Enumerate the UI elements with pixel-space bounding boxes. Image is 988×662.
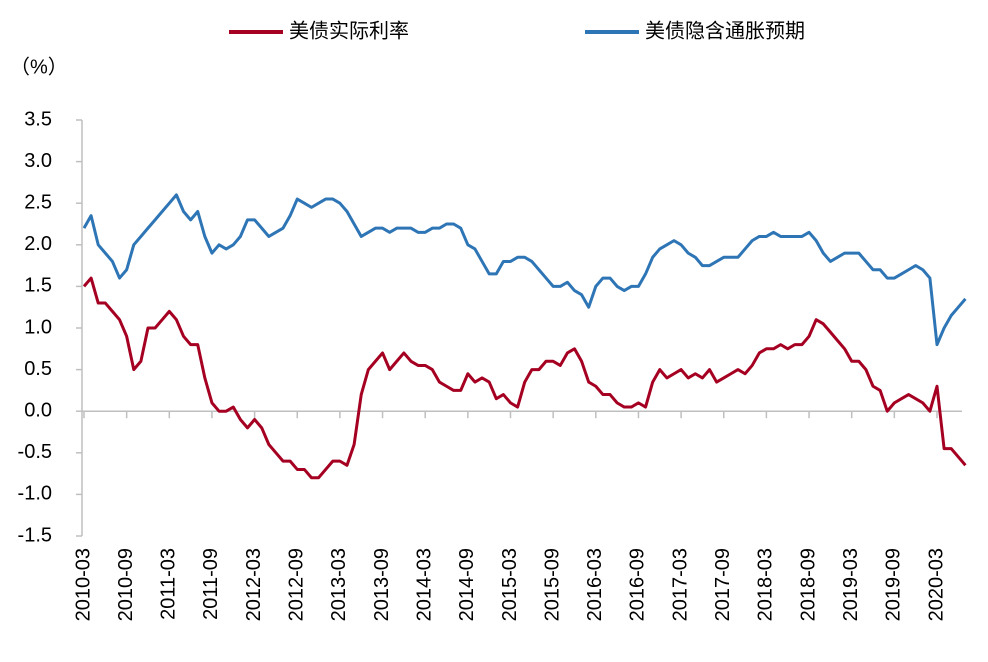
- x-tick-label: 2018-03: [755, 548, 777, 621]
- y-tick-label: -0.5: [18, 441, 52, 463]
- x-tick-label: 2013-09: [371, 548, 393, 621]
- y-tick-label: 1.0: [24, 316, 52, 338]
- legend-label: 美债隐含通胀预期: [645, 19, 805, 42]
- y-tick-label: -1.5: [18, 524, 52, 546]
- x-tick-label: 2011-09: [200, 548, 222, 620]
- x-tick-label: 2018-09: [797, 548, 819, 621]
- x-tick-label: 2012-09: [286, 548, 308, 621]
- x-tick-label: 2011-03: [158, 548, 180, 620]
- y-tick-label: 0.0: [24, 399, 52, 421]
- x-tick-label: 2016-03: [584, 548, 606, 621]
- line-series: [82, 276, 967, 480]
- y-tick-label: 3.0: [24, 150, 52, 172]
- line-series: [82, 193, 967, 347]
- x-tick-label: 2012-03: [243, 548, 265, 621]
- x-tick-label: 2015-09: [541, 548, 563, 621]
- y-unit-label: （%）: [10, 55, 68, 78]
- y-tick-label: -1.0: [18, 483, 52, 505]
- x-tick-label: 2014-03: [413, 548, 435, 621]
- x-tick-label: 2014-09: [456, 548, 478, 621]
- x-tick-label: 2015-03: [499, 548, 521, 621]
- x-tick-label: 2010-03: [72, 548, 94, 621]
- legend-label: 美债实际利率: [289, 19, 409, 42]
- x-tick-label: 2019-09: [883, 548, 905, 621]
- y-tick-label: 2.5: [24, 191, 52, 213]
- x-tick-label: 2019-03: [840, 548, 862, 621]
- x-tick-label: 2013-03: [328, 548, 350, 621]
- x-tick-label: 2017-03: [669, 548, 691, 621]
- y-tick-label: 0.5: [24, 358, 52, 380]
- x-tick-label: 2020-03: [925, 548, 947, 621]
- y-tick-label: 2.0: [24, 233, 52, 255]
- x-tick-label: 2010-09: [115, 548, 137, 621]
- x-tick-label: 2017-09: [712, 548, 734, 621]
- y-tick-label: 3.5: [24, 108, 52, 130]
- y-tick-label: 1.5: [24, 275, 52, 297]
- x-tick-label: 2016-09: [627, 548, 649, 621]
